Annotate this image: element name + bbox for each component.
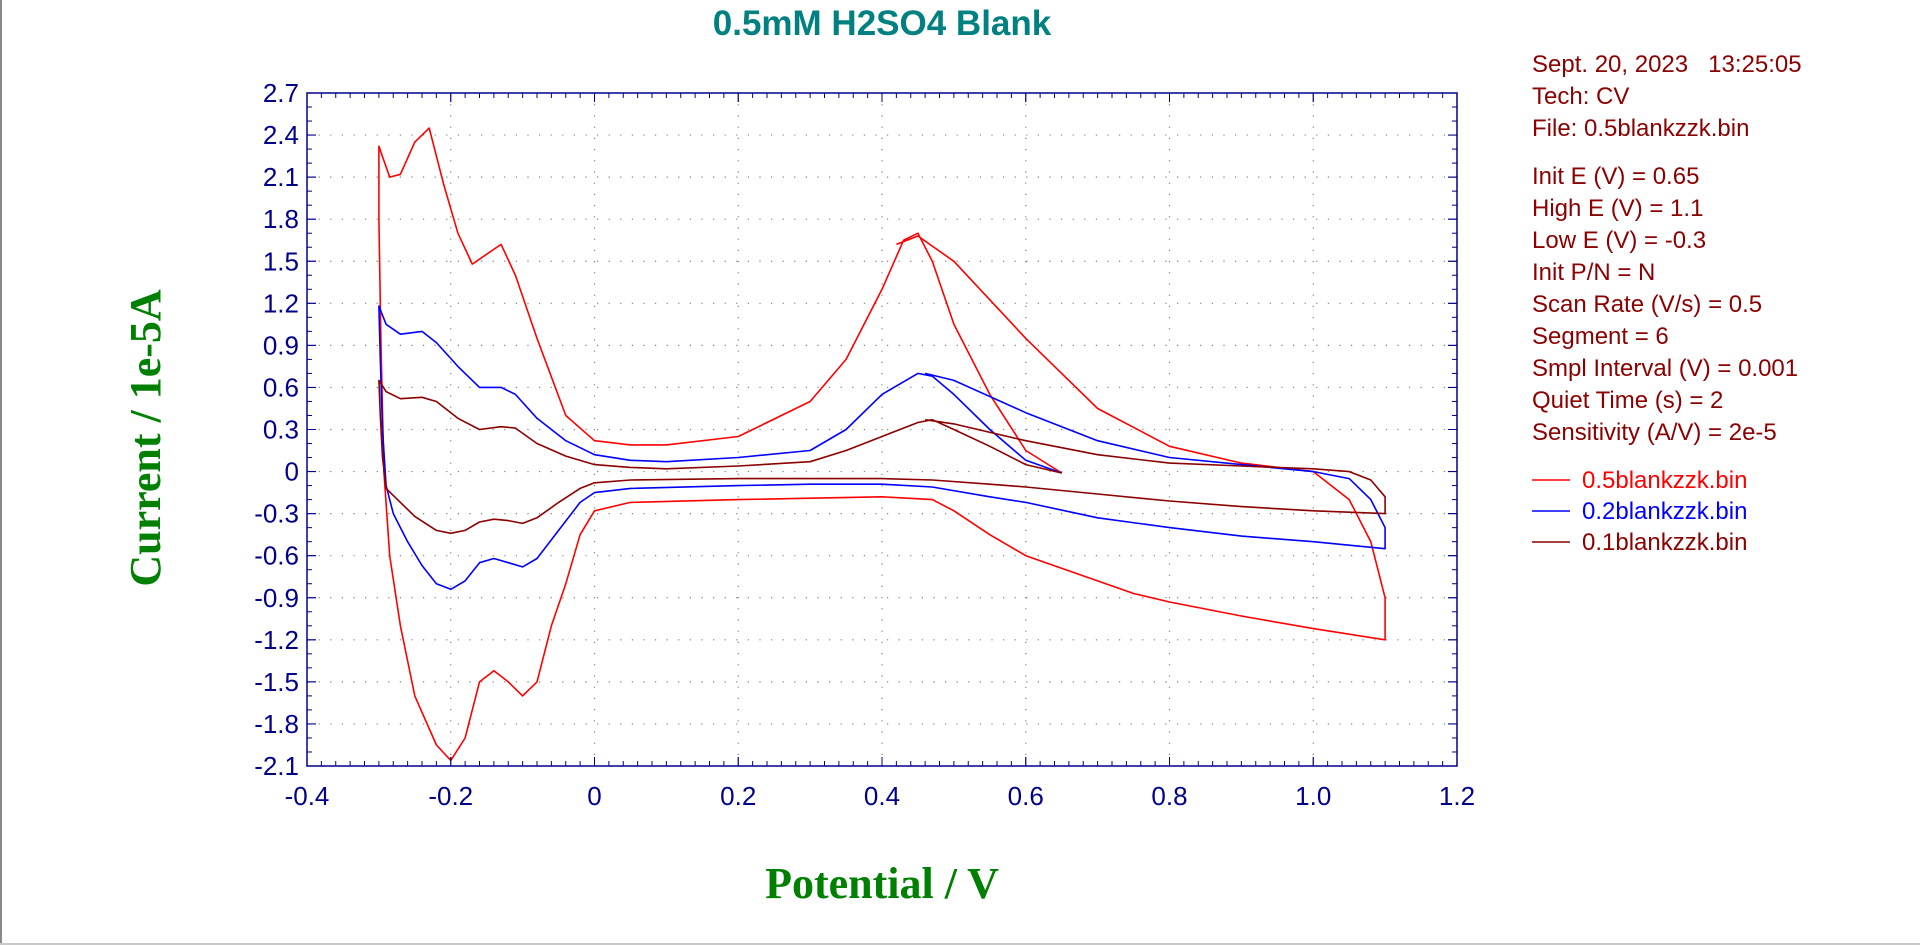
experiment-info-panel: Sept. 20, 2023 13:25:05 Tech: CV File: 0… [1532,51,1802,446]
x-tick-label: 1.0 [1295,781,1331,811]
x-tick-label: 0.4 [864,781,900,811]
series-group [378,127,1386,762]
x-tick-label: -0.2 [428,781,473,811]
grid [307,93,1457,766]
y-tick-label: 0 [285,457,299,487]
y-tick-label: -1.8 [254,709,299,739]
x-tick-label: -0.4 [285,781,330,811]
info-init-pn: Init P/N = N [1532,259,1655,286]
legend: 0.5blankzzk.bin 0.2blankzzk.bin 0.1blankzz… [1532,467,1747,556]
legend-label-2: 0.2blankzzk.bin [1582,498,1747,525]
y-tick-label: 2.4 [263,120,299,150]
y-tick-label: 1.2 [263,288,299,318]
y-axis-title: Current / 1e-5A [121,289,170,587]
legend-label-1: 0.5blankzzk.bin [1582,467,1747,494]
info-high-e: High E (V) = 1.1 [1532,195,1703,222]
info-segment: Segment = 6 [1532,323,1669,350]
x-axis-tick-labels: -0.4 -0.2 0 0.2 0.4 0.6 0.8 1.0 1.2 [285,781,1475,811]
window-bottom-border [0,943,1920,945]
y-tick-label: -1.5 [254,667,299,697]
x-tick-label: 0.6 [1008,781,1044,811]
info-scan-rate: Scan Rate (V/s) = 0.5 [1532,291,1762,318]
axis-ticks [306,92,1458,767]
x-tick-label: 0.2 [720,781,756,811]
x-tick-label: 0 [587,781,601,811]
y-tick-label: 0.9 [263,330,299,360]
y-tick-label: 0.6 [263,372,299,402]
y-tick-label: -0.6 [254,541,299,571]
y-axis-tick-labels: -2.1 -1.8 -1.5 -1.2 -0.9 -0.6 -0.3 0 0.3 0.6 0.9 1.… [254,78,299,781]
x-tick-label: 1.2 [1439,781,1475,811]
legend-label-3: 0.1blankzzk.bin [1582,529,1747,556]
y-tick-label: 2.7 [263,78,299,108]
y-tick-label: 2.1 [263,162,299,192]
info-sensitivity: Sensitivity (A/V) = 2e-5 [1532,419,1777,446]
info-low-e: Low E (V) = -0.3 [1532,227,1706,254]
chart-title: 0.5mM H2SO4 Blank [713,4,1052,43]
x-tick-label: 0.8 [1151,781,1187,811]
series-line-1 [378,127,1386,762]
info-quiet-time: Quiet Time (s) = 2 [1532,387,1723,414]
y-tick-label: -0.3 [254,499,299,529]
y-tick-label: -1.2 [254,625,299,655]
y-tick-label: 0.3 [263,415,299,445]
info-smpl-interval: Smpl Interval (V) = 0.001 [1532,355,1798,382]
x-axis-title: Potential / V [765,859,999,908]
info-init-e: Init E (V) = 0.65 [1532,163,1699,190]
y-tick-label: 1.8 [263,204,299,234]
series-line-3 [378,379,1386,535]
info-file: File: 0.5blankzzk.bin [1532,115,1749,142]
window-left-border [0,0,2,945]
y-tick-label: 1.5 [263,246,299,276]
y-tick-label: -0.9 [254,583,299,613]
y-tick-label: -2.1 [254,751,299,781]
info-tech: Tech: CV [1532,83,1629,110]
series-line-2 [378,305,1386,591]
info-date-time: Sept. 20, 2023 13:25:05 [1532,51,1802,78]
